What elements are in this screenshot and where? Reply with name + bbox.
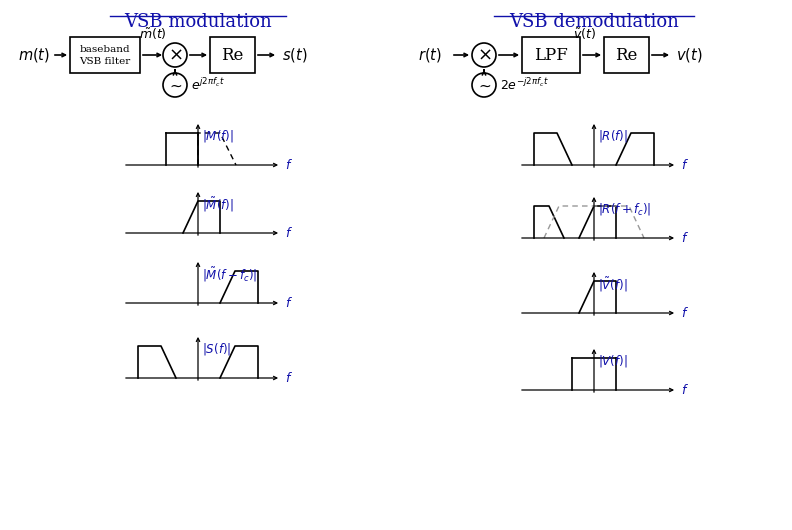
Text: baseband: baseband	[80, 45, 131, 54]
Text: Re: Re	[615, 47, 638, 64]
Text: $\sim$: $\sim$	[167, 77, 183, 93]
Text: $\tilde{v}(t)$: $\tilde{v}(t)$	[573, 26, 596, 42]
Text: $f$: $f$	[285, 371, 293, 385]
Text: $e^{j2\pi f_c t}$: $e^{j2\pi f_c t}$	[191, 77, 225, 93]
Text: $|\tilde{V}(f)|$: $|\tilde{V}(f)|$	[598, 276, 628, 294]
Text: $2e^{-j2\pi f_c t}$: $2e^{-j2\pi f_c t}$	[500, 77, 549, 93]
Text: $r(t)$: $r(t)$	[418, 46, 442, 64]
Text: $f$: $f$	[681, 383, 689, 397]
Text: LPF: LPF	[534, 47, 568, 64]
Text: Re: Re	[221, 47, 243, 64]
Text: $|S(f)|$: $|S(f)|$	[202, 341, 231, 357]
Text: $\sim$: $\sim$	[476, 77, 492, 93]
Text: $f$: $f$	[285, 296, 293, 310]
Text: $|\tilde{M}(f)|$: $|\tilde{M}(f)|$	[202, 196, 234, 214]
Text: $m(t)$: $m(t)$	[18, 46, 50, 64]
Text: $v(t)$: $v(t)$	[676, 46, 703, 64]
Text: $\tilde{m}(t)$: $\tilde{m}(t)$	[139, 26, 167, 42]
FancyBboxPatch shape	[522, 37, 580, 73]
FancyBboxPatch shape	[210, 37, 255, 73]
Text: $|R(f)|$: $|R(f)|$	[598, 128, 628, 144]
Text: VSB demodulation: VSB demodulation	[509, 13, 679, 31]
Text: $s(t)$: $s(t)$	[282, 46, 307, 64]
Text: $|R(f + f_c)|$: $|R(f + f_c)|$	[598, 201, 651, 217]
Text: $|M(f)|$: $|M(f)|$	[202, 128, 234, 144]
Text: $\times$: $\times$	[168, 46, 182, 64]
FancyBboxPatch shape	[70, 37, 140, 73]
Text: $f$: $f$	[681, 158, 689, 172]
Text: $f$: $f$	[285, 158, 293, 172]
Text: $f$: $f$	[681, 231, 689, 245]
Text: $f$: $f$	[681, 306, 689, 320]
Text: $|V(f)|$: $|V(f)|$	[598, 353, 628, 369]
FancyBboxPatch shape	[604, 37, 649, 73]
Text: VSB filter: VSB filter	[79, 57, 131, 66]
Text: $|\tilde{M}(f - f_c)|$: $|\tilde{M}(f - f_c)|$	[202, 266, 257, 284]
Text: $\times$: $\times$	[477, 46, 491, 64]
Text: $f$: $f$	[285, 226, 293, 240]
Text: VSB modulation: VSB modulation	[124, 13, 272, 31]
